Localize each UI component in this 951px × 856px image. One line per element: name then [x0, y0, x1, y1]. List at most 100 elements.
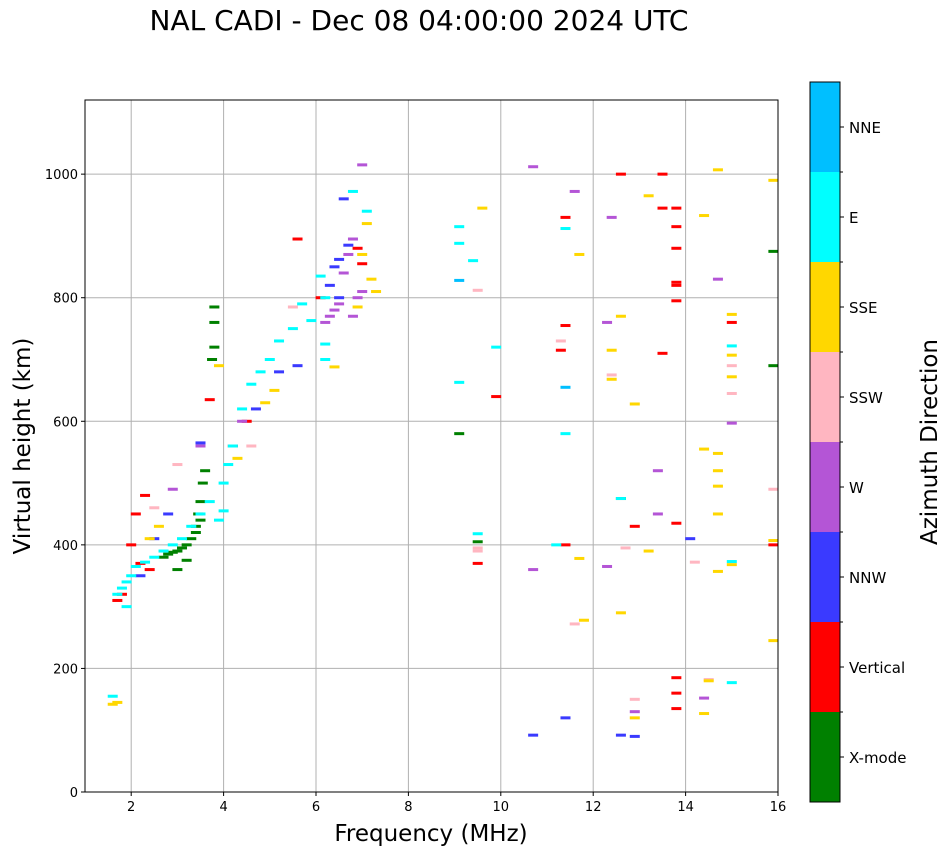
colorbar-label-x-mode: X-mode [849, 749, 906, 767]
data-point-sse [629, 402, 640, 406]
x-tick-label: 6 [312, 800, 320, 815]
data-point-nnw [135, 574, 146, 578]
data-point-nnw [250, 407, 261, 411]
data-point-x-mode [454, 432, 465, 436]
data-point-nne [560, 385, 571, 389]
data-point-w [329, 308, 340, 312]
data-point-sse [615, 314, 626, 318]
data-point-sse [699, 214, 710, 218]
data-point-vertical [657, 206, 668, 210]
data-point-vertical [768, 543, 779, 547]
data-point-w [652, 469, 663, 473]
y-axis-label: Virtual height (km) [10, 338, 36, 555]
data-point-e [615, 497, 626, 501]
y-tick-label: 200 [53, 662, 78, 677]
data-point-vertical [491, 395, 502, 399]
data-point-vertical [671, 521, 682, 525]
data-point-w [352, 296, 363, 300]
data-point-x-mode [195, 518, 206, 522]
data-point-e [237, 407, 248, 411]
data-point-e [726, 344, 737, 348]
data-point-sse [366, 277, 377, 281]
data-point-w [569, 189, 580, 193]
data-point-vertical [726, 320, 737, 324]
colorbar-label-w: W [849, 479, 864, 497]
data-point-ssw [172, 463, 183, 467]
x-tick-label: 4 [219, 800, 227, 815]
data-point-w [629, 710, 640, 714]
data-point-vertical [204, 398, 215, 402]
data-point-nnw [292, 364, 303, 368]
data-point-vertical [357, 262, 368, 266]
data-point-w [528, 568, 539, 572]
colorbar-segment [810, 82, 840, 172]
data-point-ssw [606, 373, 617, 377]
data-point-e [255, 370, 266, 374]
colorbar-label-e: E [849, 209, 858, 227]
y-tick-label: 800 [53, 292, 78, 307]
data-point-ssw [620, 546, 631, 550]
data-point-nnw [629, 734, 640, 738]
data-point-x-mode [190, 531, 201, 534]
data-point-e [213, 518, 224, 522]
data-point-nnw [343, 243, 354, 247]
data-point-vertical [671, 676, 682, 680]
data-point-sse [726, 375, 737, 379]
data-point-e [297, 302, 308, 306]
data-point-sse [606, 348, 617, 352]
data-point-sse [329, 365, 340, 369]
data-point-x-mode [167, 550, 178, 554]
data-point-sse [726, 312, 737, 316]
data-point-vertical [352, 246, 363, 250]
data-point-w [712, 277, 723, 281]
data-point-e [121, 580, 132, 584]
colorbar: X-mode Vertical NNW W SSW SSE E NNE [809, 81, 906, 803]
data-point-vertical [112, 598, 123, 602]
data-point-vertical [671, 691, 682, 695]
data-point-e [491, 345, 502, 349]
data-point-sse [726, 563, 737, 567]
data-point-ssw [726, 391, 737, 395]
data-point-x-mode [172, 568, 183, 572]
data-point-e [274, 339, 285, 343]
data-point-e [320, 296, 331, 300]
data-point-vertical [671, 280, 682, 284]
data-point-e [186, 524, 197, 528]
data-point-x-mode [163, 552, 174, 556]
data-point-sse [643, 549, 654, 553]
data-point-w [334, 302, 345, 306]
colorbar-label-sse: SSE [849, 299, 878, 317]
data-point-sse [477, 206, 488, 210]
y-tick-label: 400 [53, 539, 78, 554]
data-point-e [320, 358, 331, 361]
data-point-nnw [685, 537, 696, 541]
data-point-sse [629, 716, 640, 720]
data-point-vertical [292, 237, 303, 241]
data-point-sse [232, 456, 243, 460]
data-point-e [347, 189, 358, 193]
data-points [107, 163, 779, 738]
colorbar-label-ssw: SSW [849, 389, 883, 407]
data-point-ssw [246, 444, 257, 448]
data-point-e [726, 560, 737, 564]
data-point-x-mode [181, 558, 192, 562]
data-point-x-mode [186, 537, 197, 541]
data-point-e [454, 380, 465, 384]
data-point-nne [454, 278, 465, 282]
data-point-e [315, 274, 326, 278]
colorbar-label: Azimuth Direction [917, 339, 943, 545]
colorbar-segment [810, 622, 840, 712]
data-point-e [218, 481, 229, 485]
data-point-w [237, 419, 248, 423]
data-point-sse [112, 700, 123, 704]
data-point-x-mode [195, 500, 206, 504]
data-point-x-mode [209, 320, 220, 324]
data-point-w [347, 237, 358, 241]
data-point-sse [352, 305, 363, 309]
data-point-vertical [560, 543, 571, 547]
data-point-e [454, 225, 465, 229]
data-point-e [112, 592, 123, 596]
data-point-sse [260, 401, 271, 405]
data-point-sse [153, 524, 164, 528]
